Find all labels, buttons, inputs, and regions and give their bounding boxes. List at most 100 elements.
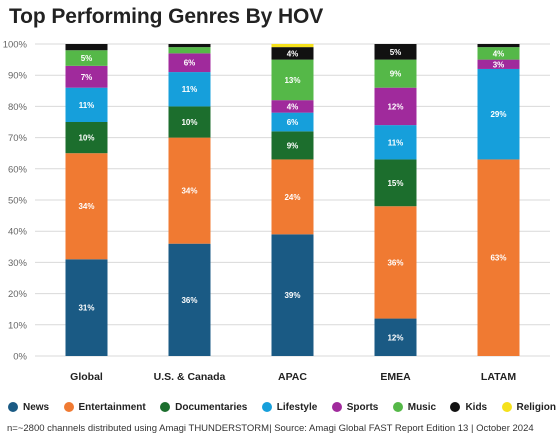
bar-segment bbox=[271, 44, 314, 48]
legend-label: Lifestyle bbox=[276, 401, 318, 413]
y-tick-label: 40% bbox=[8, 227, 28, 238]
y-tick-label: 70% bbox=[8, 133, 28, 144]
chart-title: Top Performing Genres By HOV bbox=[9, 5, 324, 28]
x-category-label: Global bbox=[70, 371, 103, 383]
legend-item: News bbox=[8, 402, 49, 413]
legend: News Entertainment Documentaries Lifestyle S… bbox=[8, 398, 556, 416]
legend-swatch bbox=[501, 402, 512, 412]
data-label: 36% bbox=[387, 258, 403, 267]
data-label: 15% bbox=[387, 179, 403, 188]
legend-label: Sports bbox=[346, 401, 379, 413]
data-label: 7% bbox=[81, 73, 93, 82]
bar-segment bbox=[168, 44, 211, 48]
x-category-label: EMEA bbox=[380, 371, 411, 383]
data-label: 12% bbox=[387, 102, 403, 111]
data-label: 9% bbox=[390, 70, 402, 79]
bar-segment bbox=[374, 44, 417, 60]
bar-segment bbox=[271, 159, 314, 235]
y-tick-label: 90% bbox=[8, 71, 28, 82]
bar-segment bbox=[477, 44, 520, 48]
bar-segment bbox=[271, 112, 314, 132]
x-category-label: APAC bbox=[278, 371, 307, 383]
bar-segment bbox=[65, 87, 108, 122]
legend-item: Music bbox=[392, 401, 437, 413]
data-label: 13% bbox=[284, 76, 300, 85]
bar-segment bbox=[271, 59, 314, 101]
legend-swatch bbox=[450, 402, 461, 412]
legend-item: Sports bbox=[331, 401, 379, 413]
bar-segment bbox=[374, 59, 417, 88]
bar-segment bbox=[65, 65, 108, 88]
bar-segment bbox=[65, 44, 108, 51]
bar-segment bbox=[168, 53, 211, 73]
bar-segment bbox=[477, 159, 520, 356]
bar-segment bbox=[65, 122, 108, 154]
bar-segment bbox=[374, 87, 417, 126]
y-tick-label: 30% bbox=[8, 258, 28, 269]
data-label: 4% bbox=[287, 49, 299, 58]
legend-swatch bbox=[63, 402, 74, 412]
y-tick-label: 80% bbox=[8, 102, 28, 113]
stacked-bar-chart: 0% 10% 20% 30% 40% 50% 60% 70% 80% 90% 100% 31% 34%… bbox=[3, 40, 550, 383]
bar-segment bbox=[168, 243, 211, 356]
y-tick-label: 100% bbox=[3, 40, 28, 51]
data-label: 5% bbox=[81, 54, 93, 63]
bar-segment bbox=[168, 137, 211, 244]
bars: 31% 34% 10% 11% 7% 5% 36% 34% 10% 11% 6% 39% 24% 9% 6%… bbox=[65, 44, 520, 356]
legend-label: Religion bbox=[516, 401, 556, 413]
bar-segment bbox=[271, 47, 314, 60]
data-label: 11% bbox=[79, 101, 95, 110]
bar-segment bbox=[477, 68, 520, 160]
bar-segment bbox=[168, 106, 211, 138]
legend-swatch bbox=[331, 402, 342, 412]
y-tick-label: 0% bbox=[13, 352, 27, 363]
bar-segment bbox=[168, 72, 211, 107]
bar-segment bbox=[271, 131, 314, 160]
legend-item: Religion bbox=[501, 401, 556, 413]
y-tick-label: 20% bbox=[8, 289, 28, 300]
legend-label: News bbox=[23, 401, 50, 413]
y-axis: 0% 10% 20% 30% 40% 50% 60% 70% 80% 90% 100% bbox=[3, 40, 28, 363]
data-label: 12% bbox=[387, 333, 403, 342]
source-footnote: n=~2800 channels distributed using Amagi… bbox=[7, 423, 534, 434]
legend-item: Documentaries bbox=[160, 402, 247, 413]
legend-item: Kids bbox=[450, 402, 487, 413]
legend-swatch bbox=[160, 402, 171, 412]
data-label: 6% bbox=[184, 59, 196, 68]
legend-item: Lifestyle bbox=[261, 401, 318, 413]
bar-segment bbox=[65, 50, 108, 66]
data-label: 34% bbox=[78, 202, 94, 211]
data-label: 4% bbox=[493, 49, 505, 58]
legend-swatch bbox=[261, 402, 272, 412]
legend-swatch bbox=[392, 402, 403, 412]
legend-item: Entertainment bbox=[63, 402, 146, 413]
legend-label: Music bbox=[407, 401, 437, 413]
data-label: 11% bbox=[388, 138, 404, 147]
data-label: 9% bbox=[287, 141, 299, 150]
data-label: 11% bbox=[182, 85, 198, 94]
bar-segment bbox=[374, 159, 417, 207]
y-tick-label: 50% bbox=[8, 196, 28, 207]
data-label: 10% bbox=[78, 134, 94, 143]
x-category-label: U.S. & Canada bbox=[154, 371, 226, 383]
data-label: 4% bbox=[287, 102, 299, 111]
data-label: 36% bbox=[181, 296, 197, 305]
data-label: 31% bbox=[78, 304, 94, 313]
data-label: 24% bbox=[284, 193, 300, 202]
bar-segment bbox=[374, 125, 417, 160]
data-label: 39% bbox=[284, 291, 300, 300]
data-label: 6% bbox=[287, 118, 299, 127]
data-label: 5% bbox=[390, 48, 402, 57]
data-label: 63% bbox=[490, 254, 506, 263]
y-tick-label: 60% bbox=[8, 164, 28, 175]
x-category-label: LATAM bbox=[481, 371, 516, 383]
bar-segment bbox=[477, 59, 520, 69]
bar-segment bbox=[65, 153, 108, 260]
legend-swatch bbox=[8, 402, 18, 412]
data-label: 29% bbox=[490, 110, 506, 119]
x-axis: Global U.S. & Canada APAC EMEA LATAM bbox=[70, 371, 516, 383]
bar-segment bbox=[374, 318, 417, 356]
bar-segment bbox=[271, 100, 314, 113]
data-label: 3% bbox=[493, 60, 505, 69]
data-label: 34% bbox=[181, 187, 197, 196]
